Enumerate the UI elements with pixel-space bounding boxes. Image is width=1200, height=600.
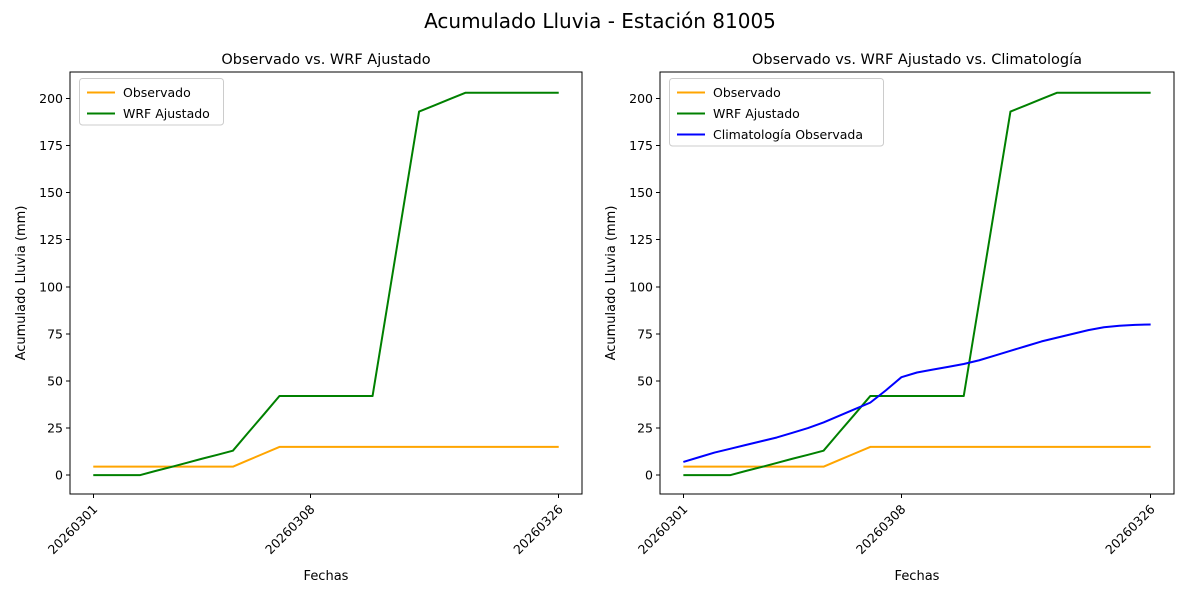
plot-frame bbox=[659, 71, 1175, 495]
y-tick-label: 200 bbox=[629, 91, 653, 106]
y-axis-label: Acumulado Lluvia (mm) bbox=[604, 206, 619, 361]
x-axis-label: Fechas bbox=[304, 569, 349, 584]
y-tick-label: 0 bbox=[645, 468, 653, 483]
y-tick-label: 75 bbox=[637, 326, 653, 341]
y-tick-label: 50 bbox=[47, 373, 63, 388]
x-tick-label: 20260326 bbox=[1102, 501, 1158, 557]
legend-label: Observado bbox=[713, 85, 781, 100]
y-tick-label: 25 bbox=[47, 421, 63, 436]
x-tick-label: 20260301 bbox=[635, 502, 691, 558]
series-line-observado bbox=[683, 445, 1151, 468]
x-tick-label: 20260308 bbox=[853, 501, 909, 557]
x-tick-label: 20260326 bbox=[510, 501, 566, 557]
plot-frame bbox=[69, 71, 583, 495]
figure-title: Acumulado Lluvia - Estación 81005 bbox=[424, 9, 776, 33]
y-tick-label: 125 bbox=[39, 232, 63, 247]
y-tick-label: 125 bbox=[629, 232, 653, 247]
legend-item: WRF Ajustado bbox=[87, 106, 210, 121]
y-tick-label: 100 bbox=[39, 279, 63, 294]
y-tick-label: 175 bbox=[629, 138, 653, 153]
legend-item: Climatología Observada bbox=[677, 127, 863, 142]
y-tick-label: 175 bbox=[39, 138, 63, 153]
legend-label: Climatología Observada bbox=[713, 127, 863, 142]
y-tick-label: 25 bbox=[637, 421, 653, 436]
x-tick-label: 20260301 bbox=[45, 502, 101, 558]
y-tick-label: 0 bbox=[55, 468, 63, 483]
series-line-observado bbox=[93, 445, 559, 468]
y-tick-label: 50 bbox=[637, 373, 653, 388]
legend: Observado WRF Ajustado Climatología Observ… bbox=[669, 78, 884, 147]
x-tick-label: 20260308 bbox=[262, 501, 318, 557]
chart-title: Observado vs. WRF Ajustado vs. Climatolo… bbox=[752, 52, 1082, 68]
right-chart: 0 25 50 75 100 125 150 175 200 20260301 20260308 20… bbox=[604, 52, 1175, 584]
series-line-climatologia-observada bbox=[683, 323, 1151, 463]
y-axis-label: Acumulado Lluvia (mm) bbox=[14, 206, 29, 361]
series-line-wrf-ajustado bbox=[93, 91, 559, 477]
y-tick-label: 100 bbox=[629, 279, 653, 294]
y-tick-label: 150 bbox=[39, 185, 63, 200]
y-tick-label: 150 bbox=[629, 185, 653, 200]
legend-item: Observado bbox=[677, 85, 781, 100]
series-line-wrf-ajustado bbox=[683, 91, 1151, 477]
legend-label: WRF Ajustado bbox=[123, 106, 210, 121]
legend-label: Observado bbox=[123, 85, 191, 100]
legend-label: WRF Ajustado bbox=[713, 106, 800, 121]
legend: Observado WRF Ajustado bbox=[79, 78, 224, 126]
legend-item: WRF Ajustado bbox=[677, 106, 800, 121]
chart-title: Observado vs. WRF Ajustado bbox=[221, 52, 430, 68]
x-axis-label: Fechas bbox=[895, 569, 940, 584]
y-tick-label: 75 bbox=[47, 326, 63, 341]
legend-box bbox=[669, 78, 884, 147]
legend-item: Observado bbox=[87, 85, 191, 100]
y-tick-label: 200 bbox=[39, 91, 63, 106]
legend-box bbox=[79, 78, 224, 126]
left-chart: 0 25 50 75 100 125 150 175 200 20260301 20260308 20… bbox=[14, 52, 583, 584]
